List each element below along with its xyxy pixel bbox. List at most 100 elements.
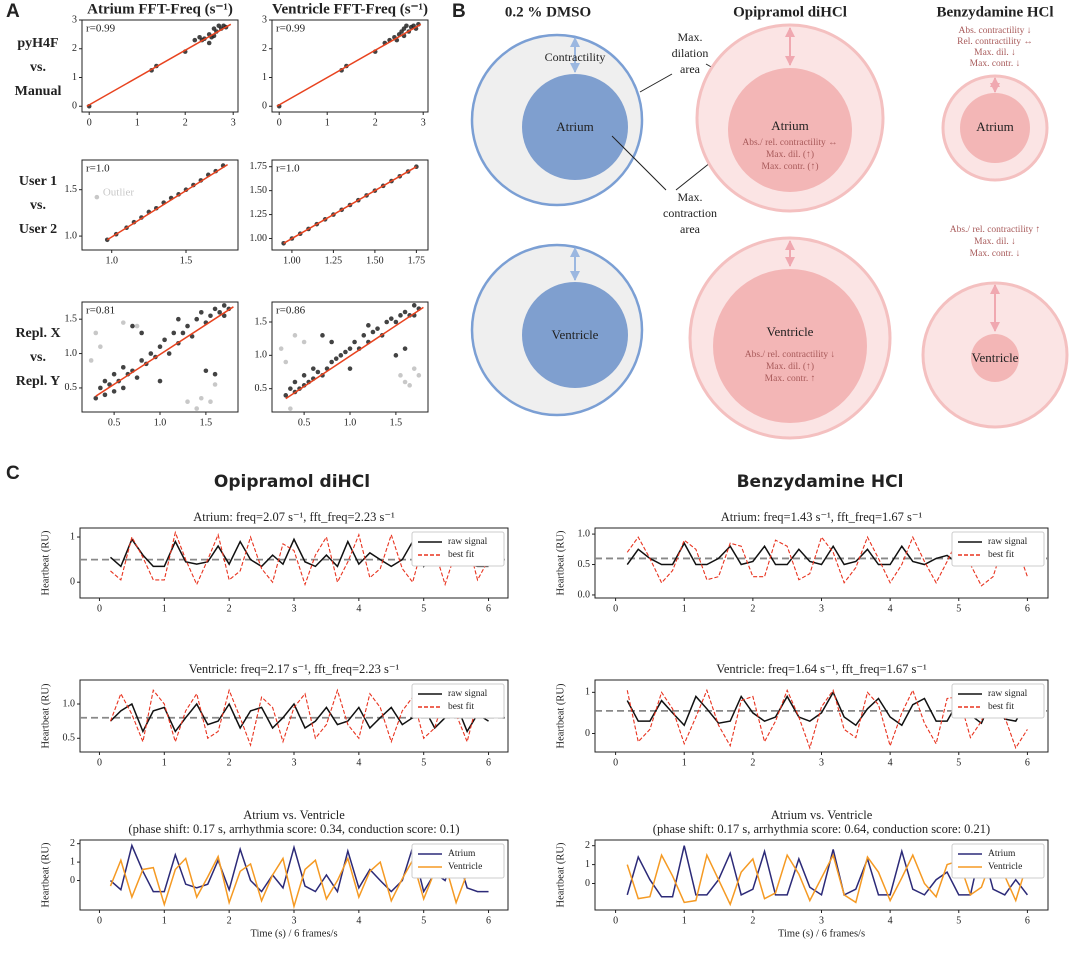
x-tick-label: 0 — [97, 603, 102, 614]
y-tick-label: 0 — [70, 576, 75, 587]
diagram-column-title: Benzydamine HCl — [936, 4, 1053, 20]
panel-label: B — [452, 1, 466, 22]
legend-label: best fit — [448, 549, 474, 560]
series-line — [626, 535, 1028, 587]
column-title: Atrium FFT-Freq (s⁻¹) — [87, 1, 233, 17]
annotation: r=0.86 — [276, 305, 306, 317]
y-tick-label: 1 — [585, 859, 590, 870]
annotation: r=1.0 — [86, 163, 110, 175]
faded-point — [292, 333, 298, 338]
y-axis-label: Heartbeat (RU) — [40, 530, 51, 596]
row-label: vs. — [30, 60, 46, 75]
pointer-line — [611, 135, 667, 191]
point — [185, 323, 190, 329]
x-tick-label: 1 — [682, 915, 687, 926]
y-tick-label: 1.75 — [250, 161, 268, 172]
y-tick-label: 1 — [70, 531, 75, 542]
legend-box — [951, 683, 1045, 719]
y-tick-label: 1.50 — [250, 185, 268, 196]
scatter-plot: 1.0 1.5 1.0 1.5 Outlier r=1.0 — [65, 159, 239, 266]
point — [212, 371, 218, 377]
point — [217, 310, 222, 315]
legend-label: best fit — [988, 701, 1014, 712]
y-tick-label: 1 — [262, 72, 267, 83]
faded-point — [120, 320, 126, 325]
inner-circle — [971, 334, 1019, 382]
chart-title: Ventricle: freq=2.17 s⁻¹, fft_freq=2.23 … — [189, 662, 400, 676]
x-tick-label: 0.5 — [298, 417, 311, 428]
legend: Atrium Ventricle — [951, 843, 1045, 879]
y-tick-label: 0.5 — [578, 559, 591, 570]
point — [347, 346, 353, 351]
faded-point — [94, 194, 100, 200]
dilation-label: dilation — [672, 46, 709, 60]
legend-box — [411, 531, 505, 567]
node-note: Max. contr. ↓ — [970, 59, 1021, 69]
y-tick-label: 0.5 — [63, 733, 76, 744]
point — [111, 389, 117, 394]
x-tick-label: 6 — [486, 915, 491, 926]
point — [130, 323, 135, 329]
chart-title: (phase shift: 0.17 s, arrhythmia score: … — [128, 822, 459, 836]
x-tick-label: 2 — [373, 117, 378, 128]
node-note: Abs./ rel. contractility ↑ — [950, 225, 1041, 235]
series-line — [109, 843, 489, 894]
row-label: Repl. Y — [16, 374, 61, 389]
diagram: 0.2 % DMSO Opipramol diHCl Benzydamine H… — [470, 4, 1069, 440]
legend-box — [951, 843, 1045, 879]
legend: raw signal best fit — [951, 683, 1045, 719]
legend-box — [951, 531, 1045, 567]
x-tick-label: 3 — [292, 603, 297, 614]
legend-label: best fit — [988, 549, 1014, 560]
fit-line — [95, 306, 234, 397]
point — [411, 303, 417, 308]
point — [111, 371, 117, 377]
x-tick-label: 3 — [231, 117, 236, 128]
legend-label: Ventricle — [988, 862, 1022, 872]
node-note: Abs. contractility ↓ — [958, 26, 1031, 36]
dilation-label: area — [680, 62, 701, 76]
fit-line — [86, 23, 232, 107]
point — [139, 330, 144, 336]
contraction-label: area — [680, 222, 701, 236]
series-line — [109, 854, 489, 910]
node-note: Max. dil. (↑) — [766, 149, 814, 160]
contraction-label: contraction — [663, 206, 717, 220]
x-tick-label: 1.0 — [344, 417, 357, 428]
faded-point — [398, 373, 403, 378]
point — [206, 40, 212, 46]
faded-point — [402, 379, 408, 385]
diagram-column-title: 0.2 % DMSO — [505, 4, 591, 20]
inner-circle — [728, 68, 852, 192]
inner-circle — [522, 74, 628, 180]
point — [388, 316, 394, 321]
x-tick-label: 6 — [1025, 757, 1030, 768]
line-plot: 0 1 2 3 4 5 6 0 1 Ventricle: freq=1.64 s⁻¹, fft_f… — [555, 662, 1049, 768]
x-tick-label: 4 — [888, 603, 893, 614]
faded-point — [288, 406, 293, 411]
legend-box — [411, 683, 505, 719]
point — [402, 346, 408, 351]
y-tick-label: 1.0 — [255, 350, 268, 361]
x-tick-label: 1.25 — [325, 255, 343, 266]
fit-line — [276, 23, 422, 107]
x-tick-label: 0 — [97, 915, 102, 926]
faded-point — [208, 399, 213, 404]
faded-point — [134, 323, 140, 329]
y-tick-label: 3 — [262, 14, 267, 25]
x-tick-label: 1 — [135, 117, 140, 128]
scatter-plot: 1.00 1.25 1.50 1.75 1.00 1.25 1.50 1.75 r=1.0 — [250, 159, 429, 266]
chart-title: Ventricle: freq=1.64 s⁻¹, fft_freq=1.67 … — [716, 662, 927, 676]
point — [171, 330, 177, 336]
legend-label: best fit — [448, 701, 474, 712]
node-note: Abs./ rel. contractility ↓ — [745, 350, 836, 360]
node-note: Rel. contractility ↔ — [957, 37, 1033, 47]
x-tick-label: 5 — [421, 603, 426, 614]
faded-point — [93, 330, 99, 336]
faded-point — [411, 366, 417, 371]
y-axis-label: Heartbeat (RU) — [40, 683, 51, 749]
point — [208, 313, 213, 319]
annotation: r=0.99 — [276, 23, 306, 35]
column-title: Benzydamine HCl — [737, 472, 904, 492]
faded-point — [185, 399, 190, 404]
